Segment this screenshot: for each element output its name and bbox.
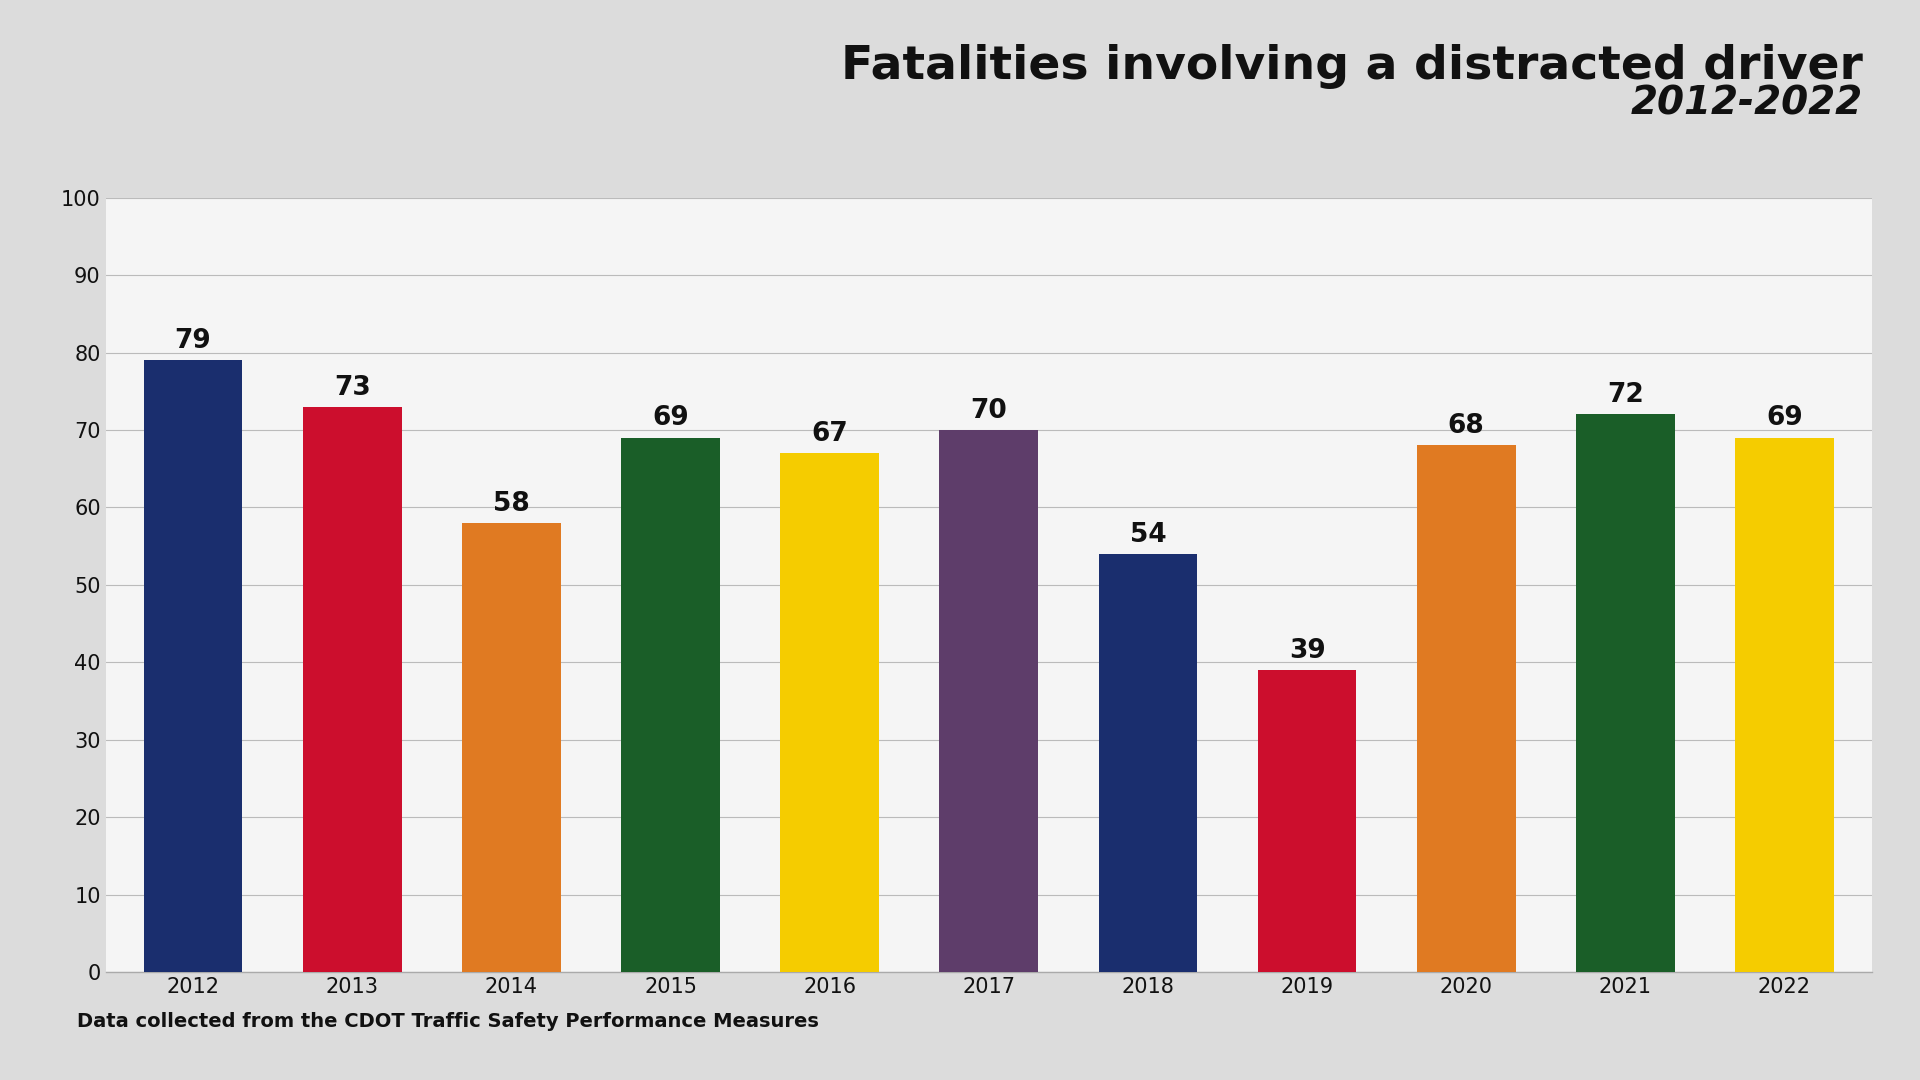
Bar [303, 407, 401, 972]
Text: 69: 69 [1766, 405, 1803, 432]
Bar [144, 361, 242, 972]
Text: 67: 67 [812, 421, 849, 447]
Bar [1417, 445, 1515, 972]
Bar [939, 430, 1039, 972]
Bar [1576, 415, 1674, 972]
Text: 73: 73 [334, 375, 371, 401]
Text: 70: 70 [970, 397, 1008, 423]
Text: 72: 72 [1607, 382, 1644, 408]
Text: 2012-2022: 2012-2022 [1630, 84, 1862, 122]
Text: 69: 69 [653, 405, 689, 432]
Text: 58: 58 [493, 490, 530, 516]
Bar [463, 523, 561, 972]
Bar [1258, 670, 1356, 972]
Text: 79: 79 [175, 328, 211, 354]
Text: Data collected from the CDOT Traffic Safety Performance Measures: Data collected from the CDOT Traffic Saf… [77, 1012, 818, 1031]
Text: 54: 54 [1129, 522, 1165, 548]
Text: Fatalities involving a distracted driver: Fatalities involving a distracted driver [841, 44, 1862, 89]
Bar [1736, 437, 1834, 972]
Text: 39: 39 [1288, 638, 1325, 664]
Bar [780, 454, 879, 972]
Text: 68: 68 [1448, 414, 1484, 440]
Bar [1098, 554, 1198, 972]
Bar [622, 437, 720, 972]
